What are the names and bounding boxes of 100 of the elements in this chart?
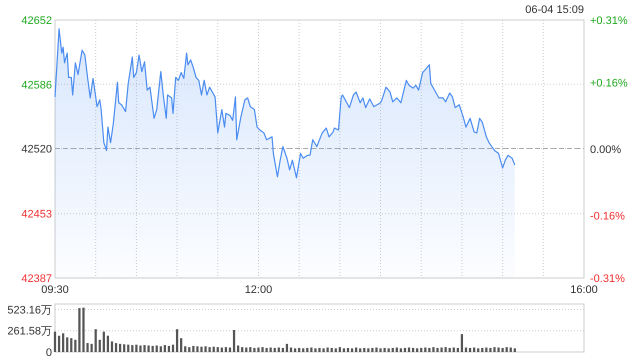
bar	[220, 348, 223, 352]
bar	[102, 332, 105, 352]
bar	[274, 348, 276, 352]
y-tick-label: 42586	[21, 79, 52, 92]
bar	[106, 336, 110, 352]
bar	[510, 348, 512, 352]
bar	[131, 345, 134, 352]
bar	[208, 347, 211, 352]
bar	[310, 348, 312, 352]
y2-tick-label: +0.16%	[590, 77, 628, 90]
y-tick-label: 0	[46, 347, 52, 359]
bar	[139, 345, 142, 352]
y-tick-label: 42453	[21, 208, 52, 221]
bar	[456, 348, 459, 352]
bar	[257, 348, 260, 352]
bar	[82, 308, 85, 352]
y-tick-label: 42387	[21, 273, 52, 285]
bar	[241, 347, 244, 352]
bar	[127, 344, 130, 352]
bar	[228, 348, 232, 352]
x-tick-label: 12:00	[244, 284, 272, 296]
bar	[444, 347, 447, 352]
bar	[236, 345, 240, 352]
bar	[367, 348, 370, 352]
bar	[147, 345, 150, 352]
bar	[164, 345, 166, 352]
bar	[432, 347, 435, 352]
bar	[180, 338, 182, 352]
bar	[326, 348, 329, 352]
x-tick-label: 09:30	[41, 284, 69, 296]
bar	[497, 348, 500, 352]
bar	[298, 348, 300, 352]
y2-tick-label: -0.16%	[590, 210, 626, 223]
bar	[493, 347, 496, 352]
bar	[58, 336, 60, 352]
bar	[359, 348, 362, 352]
bar	[135, 344, 138, 352]
y2-tick-label: -0.31%	[590, 273, 626, 285]
bar	[62, 333, 64, 352]
bar	[156, 345, 158, 352]
bar	[477, 348, 480, 352]
bar	[485, 348, 488, 352]
bar	[249, 347, 252, 352]
bar	[448, 348, 451, 352]
y2-tick-label: +0.31%	[590, 15, 628, 27]
bar	[481, 348, 484, 352]
bar	[330, 348, 333, 352]
bar	[188, 347, 190, 352]
bar	[338, 347, 341, 352]
y-tick-label: 42520	[21, 144, 52, 156]
y2-tick-label: 0.00%	[590, 144, 622, 156]
bar	[152, 346, 154, 352]
bar	[306, 348, 308, 352]
bar	[261, 347, 264, 352]
bar	[514, 348, 516, 352]
bar	[416, 348, 418, 352]
bar	[224, 347, 228, 352]
bar	[473, 348, 476, 352]
bar	[200, 346, 203, 352]
bar	[94, 329, 97, 352]
y-tick-label: 42652	[21, 15, 52, 27]
bar	[123, 344, 126, 352]
bar	[78, 308, 81, 352]
bar	[114, 343, 118, 352]
bar	[245, 348, 248, 352]
bar	[464, 348, 468, 352]
bar	[66, 337, 68, 352]
bar	[74, 340, 76, 352]
text: 06-04 15:09	[525, 4, 584, 16]
bar	[160, 346, 162, 352]
y-tick-label: 261.58万	[7, 326, 52, 338]
bar	[424, 348, 426, 352]
bar	[172, 344, 174, 352]
bar	[192, 346, 194, 352]
bar	[396, 348, 398, 352]
bar	[408, 348, 410, 352]
bar	[440, 348, 443, 352]
bar	[143, 345, 146, 352]
bar	[375, 348, 378, 352]
bar	[460, 334, 464, 352]
bar	[506, 347, 508, 352]
bar	[176, 329, 178, 352]
bar	[278, 348, 280, 352]
bar	[54, 332, 56, 352]
bar	[355, 348, 358, 352]
bar	[216, 347, 219, 352]
bar	[70, 338, 72, 352]
bar	[392, 348, 394, 352]
bar	[302, 348, 304, 352]
x-tick-label: 16:00	[570, 284, 598, 296]
bar	[363, 348, 366, 352]
bar	[420, 348, 422, 352]
y-tick-label: 523.16万	[7, 304, 52, 316]
bar	[388, 348, 390, 352]
bar	[290, 348, 292, 352]
bar	[270, 348, 272, 352]
bar	[334, 348, 337, 352]
bar	[86, 343, 89, 352]
bar	[212, 346, 215, 352]
bar	[452, 348, 455, 352]
